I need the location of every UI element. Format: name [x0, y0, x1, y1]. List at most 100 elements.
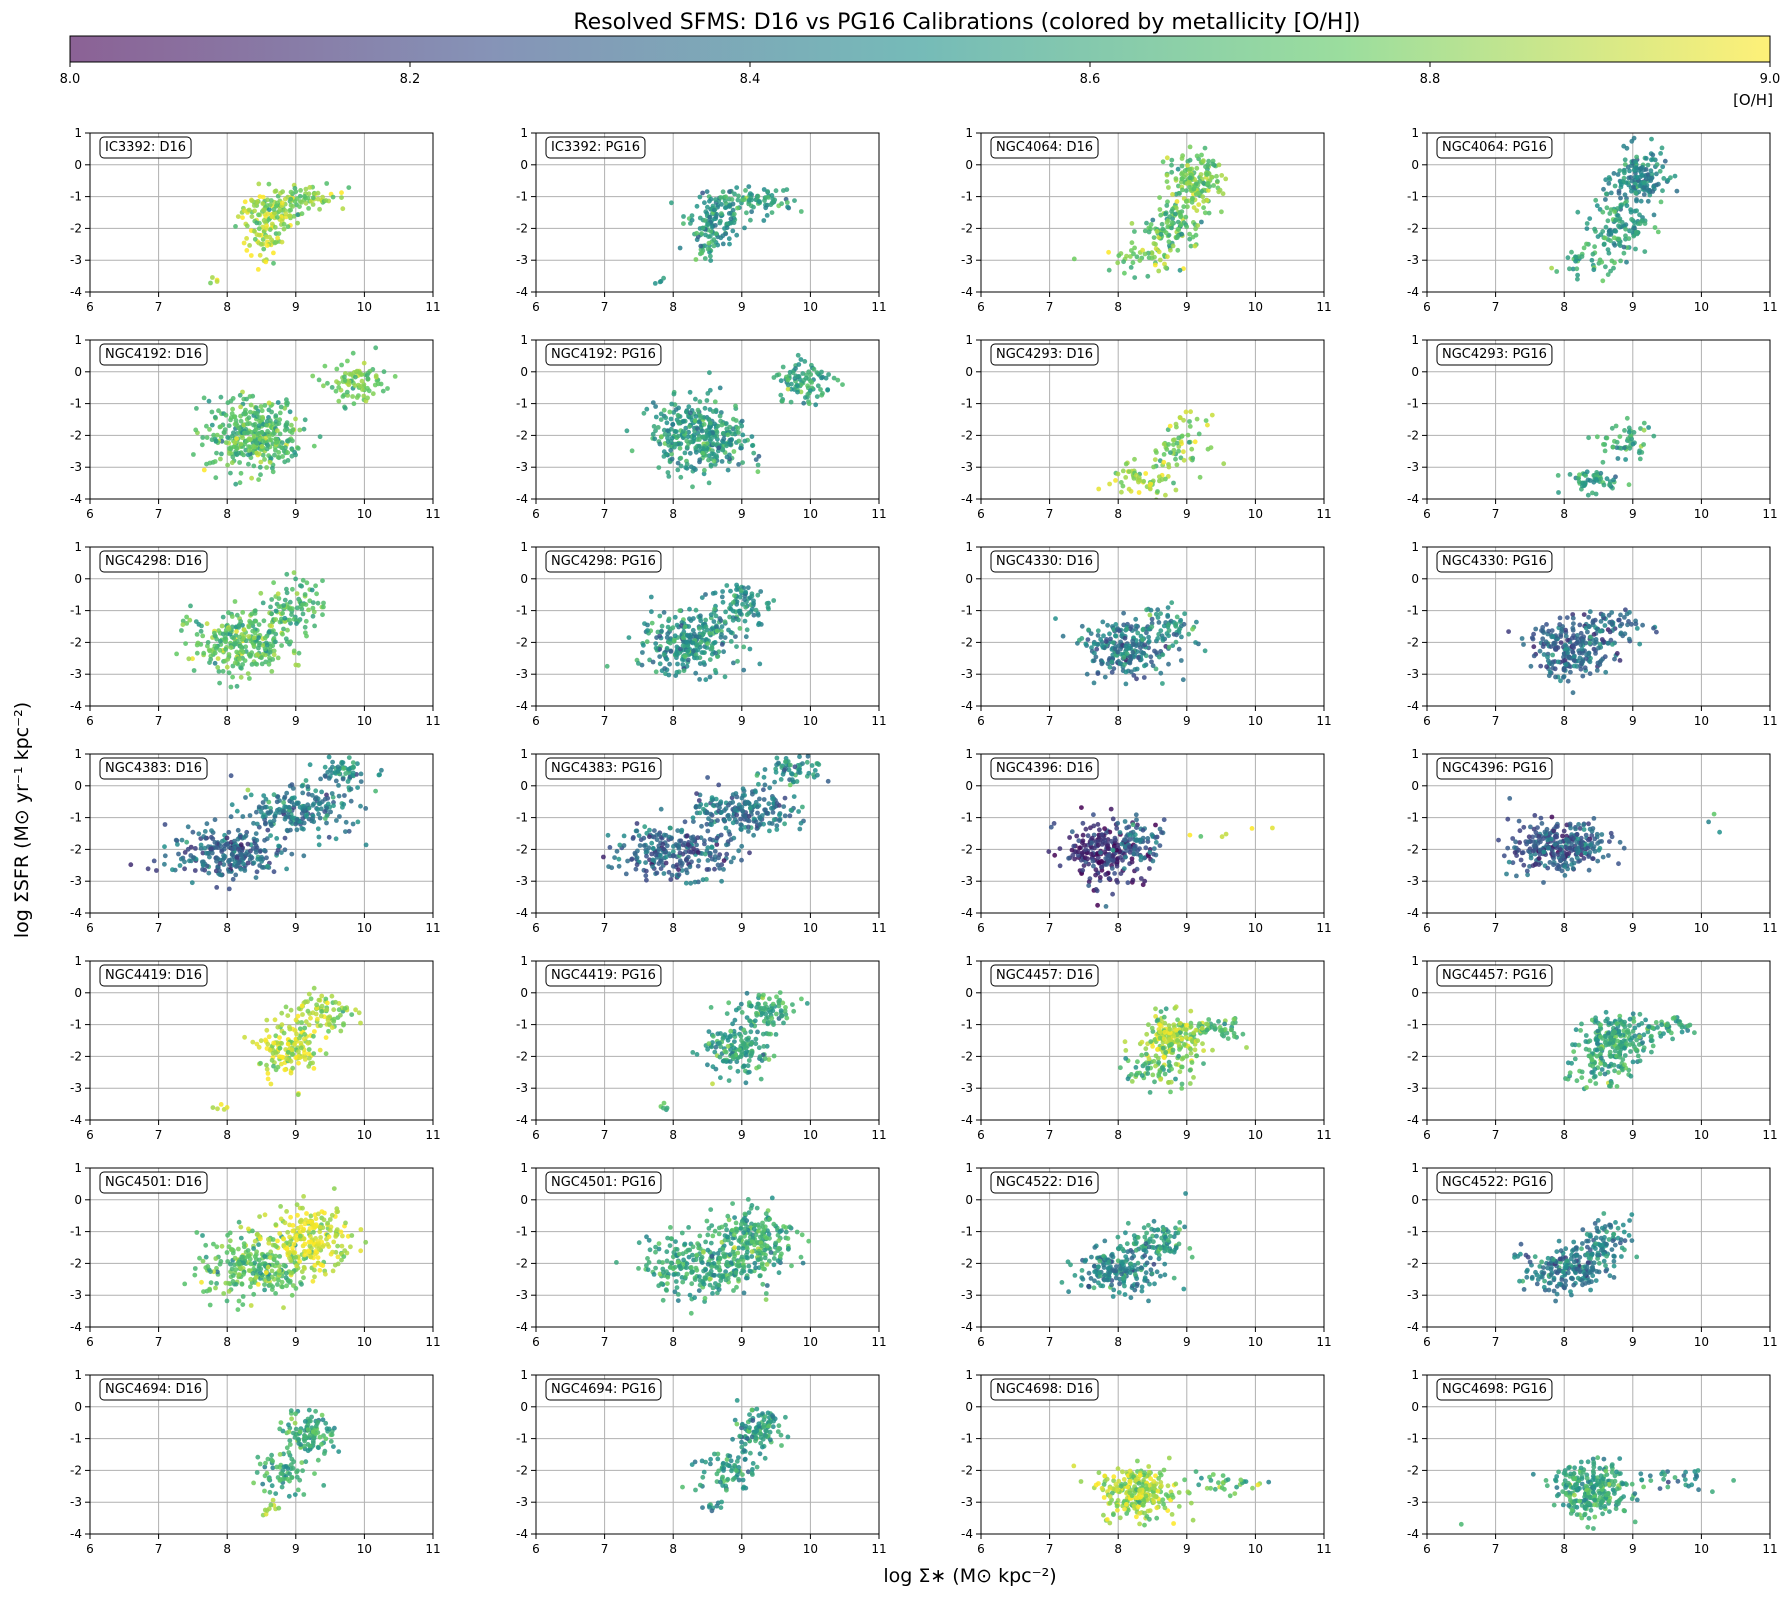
data-point	[307, 762, 313, 768]
data-point	[1631, 135, 1637, 141]
data-point	[673, 429, 679, 434]
data-point	[1166, 239, 1172, 245]
data-point	[782, 813, 788, 819]
data-point	[712, 606, 717, 612]
data-point	[350, 770, 356, 776]
data-point	[269, 597, 275, 602]
data-point	[1180, 187, 1185, 193]
data-point	[1174, 235, 1180, 240]
data-point	[254, 220, 260, 226]
data-point	[696, 626, 702, 631]
x-tick-label: 8	[223, 507, 231, 521]
data-point	[358, 779, 364, 784]
data-point	[228, 470, 233, 476]
data-point	[254, 652, 260, 657]
data-point	[1079, 623, 1085, 629]
data-point	[284, 586, 289, 592]
data-point	[263, 796, 269, 802]
x-tick-label: 6	[1423, 300, 1431, 314]
data-point	[719, 862, 725, 868]
data-point	[1174, 424, 1179, 430]
data-point	[297, 204, 302, 210]
data-point	[740, 432, 746, 438]
data-point	[274, 836, 280, 841]
data-point	[1119, 631, 1125, 637]
data-point	[718, 832, 724, 838]
data-point	[633, 852, 638, 857]
data-point	[699, 250, 705, 256]
data-point	[1625, 164, 1631, 170]
data-point	[1190, 626, 1195, 632]
data-point	[266, 799, 272, 805]
data-point	[645, 628, 650, 633]
y-tick-label: -3	[961, 667, 973, 681]
data-point	[310, 600, 316, 605]
data-point	[247, 394, 253, 399]
data-point	[311, 191, 317, 197]
data-point	[289, 453, 295, 459]
data-point	[795, 352, 801, 358]
data-point	[826, 372, 831, 377]
data-point	[669, 200, 674, 206]
data-point	[736, 617, 741, 623]
data-point	[213, 845, 219, 850]
data-point	[736, 438, 742, 444]
data-point	[680, 429, 686, 434]
data-point	[1519, 636, 1525, 641]
data-point	[1603, 264, 1608, 270]
y-tick-label: 0	[74, 779, 82, 793]
data-point	[257, 252, 263, 258]
data-point	[732, 593, 737, 598]
data-point	[380, 388, 386, 394]
x-tick-label: 10	[1694, 714, 1709, 728]
data-point	[1609, 610, 1615, 615]
data-point	[734, 644, 739, 649]
y-tick-label: 1	[74, 747, 82, 761]
data-point	[190, 829, 196, 835]
data-point	[1141, 478, 1147, 484]
data-point	[1160, 226, 1166, 232]
data-point	[1622, 157, 1628, 163]
data-point	[323, 198, 329, 203]
data-point	[249, 198, 255, 204]
x-tick-label: 8	[669, 300, 677, 314]
data-point	[1587, 609, 1593, 615]
data-point	[1624, 145, 1630, 151]
data-point	[245, 860, 251, 866]
data-point	[212, 630, 217, 636]
data-point	[342, 405, 348, 411]
data-point	[684, 461, 690, 467]
data-point	[720, 189, 726, 195]
data-point	[1623, 457, 1628, 462]
data-point	[301, 820, 307, 826]
data-point	[254, 837, 260, 843]
data-point	[1192, 439, 1198, 445]
data-point	[1571, 663, 1577, 669]
data-point	[302, 194, 307, 199]
data-point	[1615, 172, 1621, 177]
data-point	[748, 217, 753, 223]
data-point	[806, 369, 812, 375]
data-point	[1177, 267, 1183, 273]
data-point	[206, 398, 212, 404]
data-point	[1169, 162, 1174, 168]
data-point	[232, 599, 238, 604]
data-point	[1119, 489, 1124, 495]
data-point	[1221, 461, 1227, 467]
data-point	[1165, 427, 1171, 433]
data-point	[734, 185, 740, 191]
x-tick-label: 10	[1694, 507, 1709, 521]
data-point	[330, 759, 335, 765]
data-point	[714, 842, 720, 847]
x-tick-label: 9	[292, 507, 300, 521]
data-point	[736, 848, 742, 854]
y-tick-label: 0	[965, 158, 973, 172]
data-point	[294, 621, 299, 626]
data-point	[664, 645, 670, 651]
data-point	[1136, 490, 1142, 495]
x-tick-label: 11	[1316, 714, 1331, 728]
data-point	[246, 415, 252, 421]
data-point	[657, 654, 663, 659]
data-point	[676, 872, 682, 878]
data-point	[1594, 470, 1600, 475]
